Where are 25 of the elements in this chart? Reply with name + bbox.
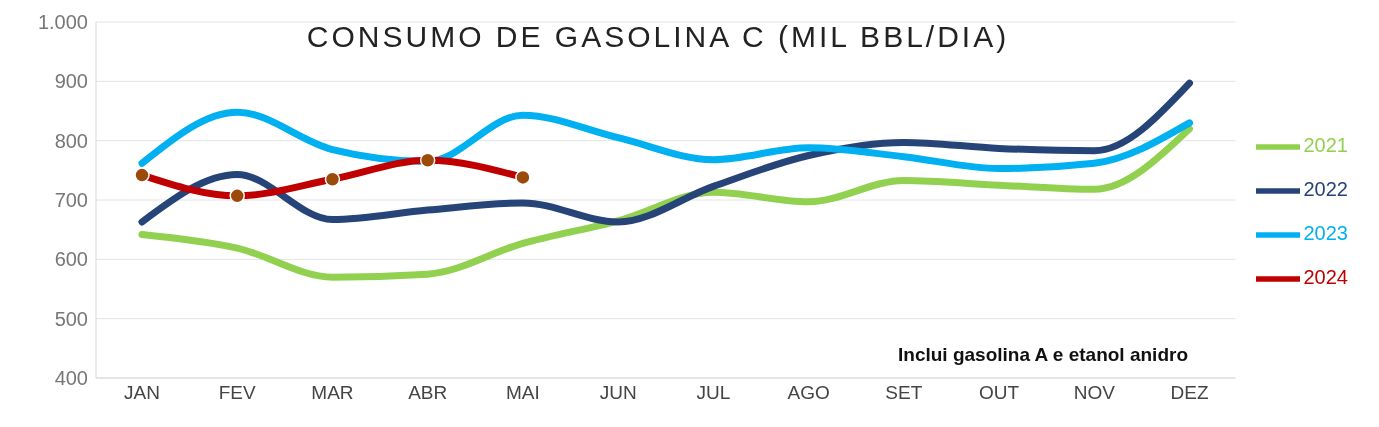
y-tick-label: 600 [54,248,88,271]
chart-title: CONSUMO DE GASOLINA C (MIL BBL/DIA) [305,20,1011,54]
x-tick-label: ABR [408,382,448,404]
y-tick-label: 1.000 [37,11,88,34]
x-tick-label: SET [885,382,923,404]
annotation: Inclui gasolina A e etanol anidro [897,344,1188,366]
x-tick-label: JAN [124,382,160,404]
y-tick-label: 800 [54,129,88,152]
x-tick-label: JUN [599,382,637,404]
y-tick-label: 400 [54,367,88,390]
y-tick-label: 900 [54,70,88,93]
x-tick-label: MAI [506,382,540,404]
x-tick-label: OUT [978,382,1020,404]
x-tick-label: FEV [218,382,257,404]
x-tick-label: JUL [696,382,731,404]
legend-label: 2021 [1303,134,1348,157]
x-tick-label: NOV [1073,382,1116,404]
y-tick-label: 700 [54,189,88,212]
legend-label: 2023 [1303,222,1348,245]
legend-label: 2024 [1303,266,1348,289]
legend-label: 2022 [1303,178,1348,201]
x-tick-label: AGO [787,382,830,404]
x-tick-label: MAR [311,382,354,404]
x-tick-label: DEZ [1170,382,1209,404]
y-tick-label: 500 [54,307,88,330]
